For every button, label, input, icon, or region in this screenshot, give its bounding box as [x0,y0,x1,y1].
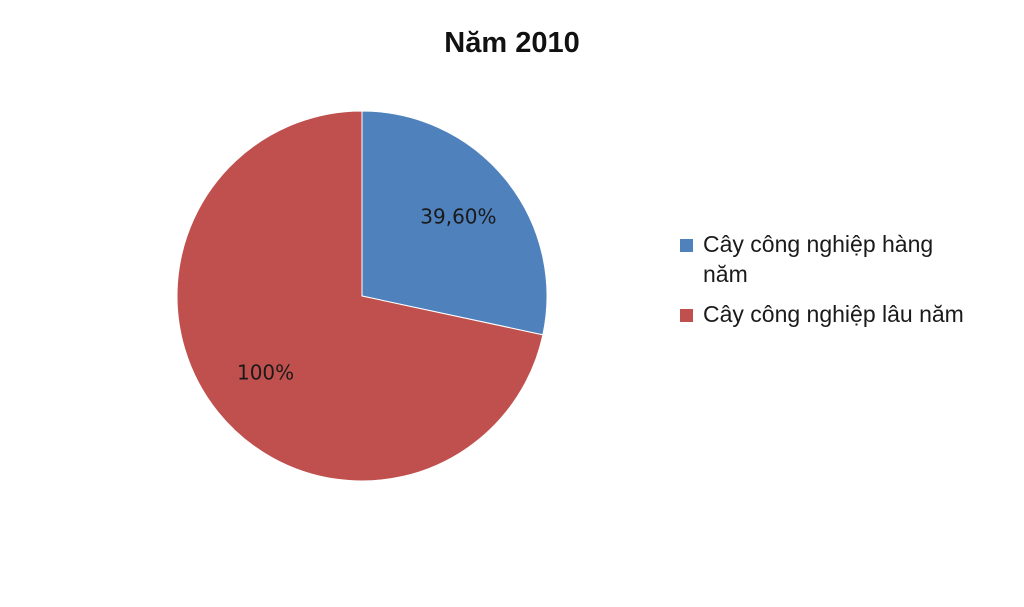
legend-item-annual: Cây công nghiệp hàng năm [680,229,1000,289]
legend-swatch-annual [680,239,693,252]
legend-label-perennial: Cây công nghiệp lâu năm [703,301,964,327]
chart-title: Năm 2010 [444,27,580,59]
legend: Cây công nghiệp hàng năm Cây công nghiệp… [680,229,1000,339]
pie-slice-annual [361,110,548,336]
legend-swatch-perennial [680,309,693,322]
legend-item-perennial: Cây công nghiệp lâu năm [680,299,1000,329]
slice-label-annual: 39,60% [420,205,496,229]
legend-label-annual: Cây công nghiệp hàng năm [703,231,934,287]
pie-slice-perennial [176,110,544,482]
slice-label-perennial: 100% [237,360,294,384]
